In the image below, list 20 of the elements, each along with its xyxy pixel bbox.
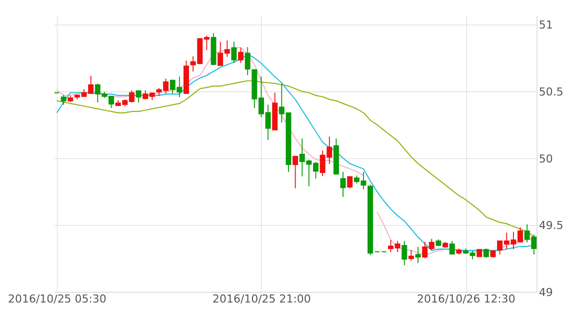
candlestick [415,246,421,264]
candlestick [347,176,353,189]
candlestick [483,248,489,258]
x-tick-label: 2016/10/25 05:30 [8,292,106,306]
candlestick [238,47,244,64]
candlestick [136,90,142,103]
candlestick [340,171,346,198]
y-tick-label: 50 [538,152,553,166]
candlestick [408,250,414,262]
candlestick [449,240,455,256]
candlestick [60,94,66,106]
y-tick-label: 49 [538,286,553,299]
y-tick-label: 49.5 [538,219,564,232]
x-tick-label: 2016/10/25 21:00 [212,292,311,306]
candlestick [292,156,298,189]
x-tick-label: 2016/10/26 12:30 [417,292,516,306]
candlestick [231,41,237,64]
candlestick [402,240,408,266]
y-tick-label: 50.5 [538,86,564,99]
y-tick-label: 51 [538,18,553,32]
